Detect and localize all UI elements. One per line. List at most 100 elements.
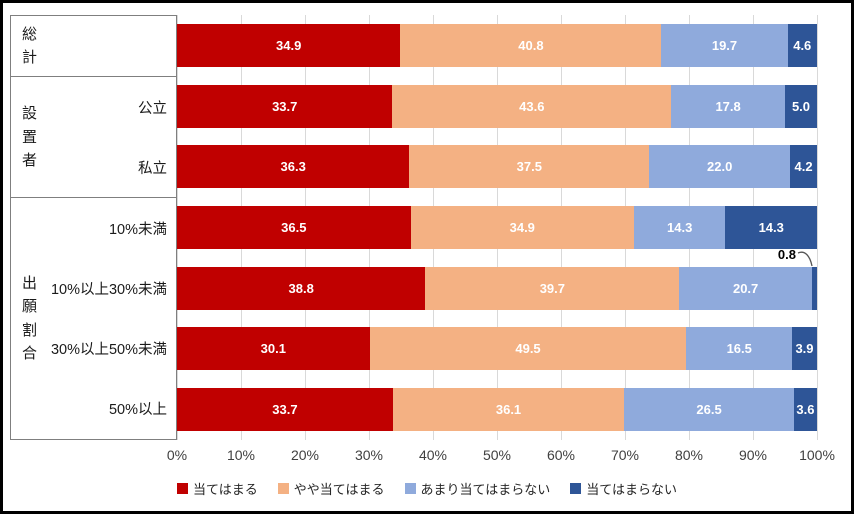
- segment-value-label: 19.7: [711, 37, 738, 53]
- bar-segment: 26.5: [624, 388, 794, 432]
- legend-marker: [277, 483, 289, 494]
- bar-segment: 38.8: [177, 266, 426, 310]
- segment-value-label: 33.7: [272, 402, 298, 418]
- legend-item: あまり当てはまらない: [404, 479, 551, 498]
- segment-value-label: 33.7: [272, 98, 298, 114]
- segment-value-label: 30.1: [260, 341, 286, 357]
- x-tick-label: 20%: [290, 447, 320, 463]
- x-tick-label: 50%: [482, 447, 512, 463]
- legend-label: 当てはまらない: [586, 482, 677, 497]
- row-label: 10%以上30%未満: [50, 282, 167, 299]
- legend-marker: [404, 483, 416, 494]
- x-tick-label: 0%: [166, 447, 188, 463]
- segment-value-label: 5.0: [791, 98, 811, 114]
- bar: 36.3 37.5 22.0 4.2: [177, 145, 817, 189]
- legend-label: 当てはまる: [193, 482, 258, 497]
- legend-item: やや当てはまる: [277, 479, 385, 498]
- bar-row: 30.1 49.5 16.5 3.9: [177, 319, 817, 380]
- bar: 30.1 49.5 16.5 3.9: [177, 327, 817, 371]
- segment-value-label: 40.8: [518, 37, 544, 53]
- segment-value-label: 38.8: [288, 280, 314, 296]
- bar: 33.7 43.6 17.8 5.0: [177, 84, 817, 128]
- group-label: 設置者: [22, 105, 38, 169]
- segment-value-label: 3.9: [795, 341, 814, 357]
- bar-segment: 19.7: [661, 23, 788, 67]
- legend-label: やや当てはまる: [293, 482, 385, 497]
- x-tick-label: 90%: [738, 447, 768, 463]
- group-section: 総計: [11, 16, 176, 78]
- bar-segment: 39.7: [425, 266, 680, 310]
- x-tick-label: 40%: [418, 447, 448, 463]
- bar: 36.5 34.9 14.3 14.3: [177, 206, 817, 250]
- segment-value-label: 37.5: [516, 159, 542, 175]
- bar-segment: 43.6: [392, 84, 672, 128]
- bar-segment: 49.5: [369, 327, 687, 371]
- x-tick-label: 80%: [674, 447, 704, 463]
- bar-row: 34.9 40.8 19.7 4.6: [177, 15, 817, 76]
- row-label: [45, 16, 176, 76]
- segment-value-label: 22.0: [707, 159, 733, 175]
- row-labels: [45, 16, 176, 76]
- row-labels: 公立 私立: [45, 77, 176, 197]
- segment-value-label: 14.3: [667, 220, 693, 236]
- segment-value-label: 34.9: [509, 220, 535, 236]
- segment-value-label: 16.5: [726, 341, 752, 357]
- bar-segment: 22.0: [649, 145, 791, 189]
- bar: 38.8 39.7 20.7: [177, 266, 817, 310]
- legend-item: 当てはまらない: [570, 479, 677, 498]
- category-label-box: 総計 設置者 公立 私立 出願割合 10%未満 10%以上30%未満 30%以上50%未満 50…: [10, 15, 177, 440]
- legend-marker: [570, 483, 582, 494]
- segment-value-label: 49.5: [515, 341, 541, 357]
- plot-area: 34.9 40.8 19.7 4.6 33.7 43.6 17.8 5.0 36.3 37.5 22…: [176, 15, 818, 440]
- bar-row: 36.5 34.9 14.3 14.3: [177, 197, 817, 258]
- group-label: 総計: [22, 25, 38, 67]
- segment-value-label: 3.6: [796, 402, 815, 418]
- bar-segment: 4.6: [787, 23, 817, 67]
- segment-value-label: 36.3: [280, 159, 306, 175]
- bar-segment: 14.3: [725, 206, 817, 250]
- bar: 33.7 36.1 26.5 3.6: [177, 388, 817, 432]
- callout-leader-line: [797, 251, 813, 266]
- segment-value-label: 4.6: [793, 37, 812, 53]
- x-tick-label: 60%: [546, 447, 576, 463]
- bar-segment: 37.5: [409, 145, 650, 189]
- legend-marker: [177, 483, 188, 494]
- bar-segment: 34.9: [410, 206, 634, 250]
- bar-segment: 14.3: [633, 206, 726, 250]
- x-tick-label: 30%: [354, 447, 384, 463]
- bar-segment: 16.5: [686, 327, 793, 371]
- bar-segment: 33.7: [177, 388, 393, 432]
- bar-row: 36.3 37.5 22.0 4.2: [177, 136, 817, 197]
- x-tick-label: 70%: [610, 447, 640, 463]
- row-label: 公立: [138, 100, 167, 117]
- bar-segment: 36.5: [177, 206, 411, 250]
- segment-value-label: 39.7: [539, 280, 565, 296]
- bar-segment: 30.1: [177, 327, 370, 371]
- bar-segment: 34.9: [177, 23, 401, 67]
- row-labels: 10%未満 10%以上30%未満 30%以上50%未満 50%以上: [45, 198, 176, 439]
- bar-segment: 3.6: [793, 388, 817, 432]
- segment-value-label: 36.5: [281, 220, 307, 236]
- bar-row: 38.8 39.7 20.7: [177, 258, 817, 319]
- segment-value-label: 14.3: [758, 220, 784, 236]
- group-label: 出願割合: [22, 275, 38, 362]
- segment-value-label: 34.9: [276, 37, 302, 53]
- segment-value-label: 26.5: [696, 402, 722, 418]
- bar-segment: 5.0: [785, 84, 817, 128]
- row-label: 私立: [138, 160, 167, 177]
- segment-value-label: 4.2: [794, 159, 813, 175]
- legend-label: あまり当てはまらない: [420, 482, 551, 497]
- group-section: 出願割合 10%未満 10%以上30%未満 30%以上50%未満 50%以上: [11, 198, 176, 439]
- bar-segment: 3.9: [792, 327, 817, 371]
- bar-segment: 20.7: [679, 266, 812, 310]
- legend-item: 当てはまる: [177, 479, 258, 498]
- bar-segment: 17.8: [671, 84, 785, 128]
- x-axis: 0% 10% 20% 30% 40% 50% 60% 70% 80% 90% 100%: [167, 447, 835, 467]
- gridline: [816, 15, 818, 440]
- bar-segment: 40.8: [400, 23, 662, 67]
- x-tick-label: 10%: [226, 447, 256, 463]
- segment-value-label: 43.6: [519, 98, 545, 114]
- group-section: 設置者 公立 私立: [11, 77, 176, 199]
- bar-segment: 4.2: [790, 145, 817, 189]
